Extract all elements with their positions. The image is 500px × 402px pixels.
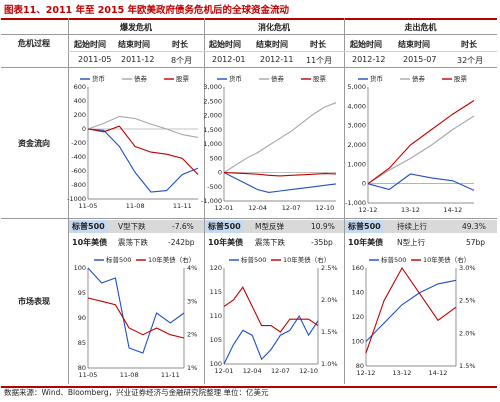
phase-3-header: 走出危机 (404, 23, 437, 32)
p2-start-header: 起始时间 (209, 40, 241, 49)
stats-band-3 (345, 220, 497, 233)
p3-end-header: 结束时间 (398, 40, 430, 49)
phase-1-header: 爆发危机 (120, 23, 152, 32)
row-label-flows: 资金流向 (18, 139, 50, 148)
p3-length: 32个月 (457, 56, 484, 65)
p1-start-header: 起始时间 (74, 40, 106, 49)
stats2-bond-label: 10年美债 (206, 236, 246, 249)
p3-start-header: 起始时间 (350, 40, 382, 49)
p2-end-header: 结束时间 (256, 40, 288, 49)
stats3-bond-label: 10年美债 (346, 236, 386, 249)
stats2-shape: M型反弹 (255, 222, 284, 231)
stats3-bp: 57bp (466, 238, 486, 247)
p2-length: 11个月 (306, 56, 333, 65)
p3-start-date: 2012-12 (352, 55, 386, 64)
figure-title: 图表11、2011 年至 2015 年欧美政府债务危机后的全球资金流动 (4, 5, 290, 16)
p3-length-header: 时长 (461, 40, 477, 49)
stats1-shape: V型下跌 (118, 222, 146, 231)
rule-subheader (68, 51, 497, 52)
p1-end-header: 结束时间 (118, 40, 150, 49)
stats2-bp: -35bp (311, 238, 333, 247)
p1-end-date: 2011-12 (121, 55, 155, 64)
stats1-pct: -7.6% (172, 222, 194, 231)
stats2-pct: 10.9% (311, 222, 335, 231)
stats3-bond-shape: N型上行 (397, 238, 426, 247)
p2-end-date: 2012-11 (260, 55, 294, 64)
rule-period (1, 67, 497, 68)
p1-length-header: 时长 (172, 40, 188, 49)
stats1-bond-shape: 震荡下跌 (118, 238, 148, 247)
row-label-markets: 市场表现 (18, 297, 50, 306)
phase-2-header: 消化危机 (258, 23, 290, 32)
rule-header (1, 34, 497, 35)
table-frame (1, 18, 497, 388)
p2-start-date: 2012-01 (212, 55, 246, 64)
stats3-pct: 49.3% (462, 222, 486, 231)
stats1-bond-label: 10年美债 (70, 236, 110, 249)
stats1-bp: -242bp (168, 238, 195, 247)
stats3-shape: 持续上行 (397, 222, 427, 231)
p1-start-date: 2011-05 (78, 55, 112, 64)
p1-length: 8个月 (171, 56, 193, 65)
p2-length-header: 时长 (310, 40, 326, 49)
stats3-index-label: 标普500 (346, 220, 383, 233)
rule-flows (1, 218, 497, 219)
row-label-crisis: 危机过程 (18, 39, 50, 48)
source-note: 数据来源：Wind、Bloomberg，兴业证券经济与金融研究院整理 单位：亿美… (4, 388, 269, 397)
p3-end-date: 2015-07 (403, 55, 437, 64)
stats2-index-label: 标普500 (206, 220, 243, 233)
col-divider-1 (68, 18, 69, 384)
stats1-index-label: 标普500 (70, 220, 107, 233)
col-divider-3 (344, 18, 345, 384)
stats2-bond-shape: 震荡下跌 (255, 238, 285, 247)
col-divider-2 (204, 18, 205, 384)
